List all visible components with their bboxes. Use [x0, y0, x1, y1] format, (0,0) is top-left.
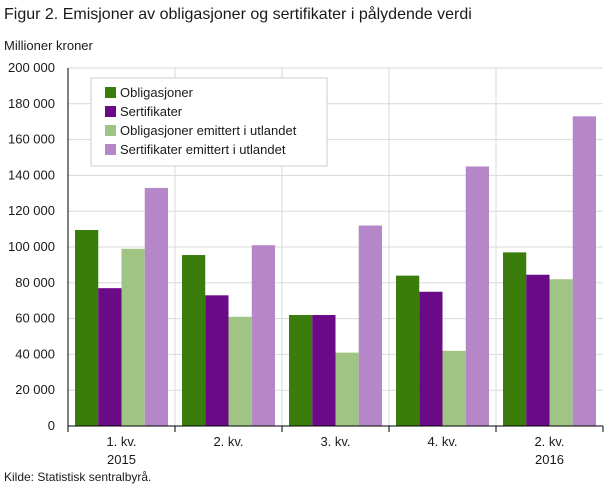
bar [75, 229, 99, 426]
y-tick-label: 0 [48, 418, 55, 433]
bar [465, 166, 489, 426]
y-tick-label: 160 000 [8, 132, 55, 147]
legend-box [90, 77, 328, 167]
legend-label: Sertifikater emittert i utlandet [120, 142, 286, 157]
bar [228, 316, 252, 426]
x-tick-year-label: 2016 [535, 452, 564, 467]
x-tick-label: 1. kv. [106, 434, 136, 449]
legend-label: Obligasjoner emittert i utlandet [120, 123, 297, 138]
bar [121, 248, 145, 426]
x-tick-label: 3. kv. [320, 434, 350, 449]
source-note: Kilde: Statistisk sentralbyrå. [4, 470, 152, 484]
y-axis-label: Millioner kroner [4, 38, 93, 53]
x-tick-label: 4. kv. [427, 434, 457, 449]
x-tick-year-label: 2015 [107, 452, 136, 467]
y-tick-label: 40 000 [15, 346, 55, 361]
bar [549, 279, 573, 426]
y-tick-label: 60 000 [15, 311, 55, 326]
x-tick-label: 2. kv. [534, 434, 564, 449]
bar [289, 315, 313, 426]
bar [98, 288, 122, 426]
bar [144, 187, 168, 426]
bar [526, 274, 550, 426]
bar [396, 275, 420, 426]
y-tick-label: 140 000 [8, 167, 55, 182]
bar [205, 295, 229, 426]
bar [182, 255, 206, 426]
legend-swatch [105, 125, 116, 136]
bar [335, 352, 359, 426]
x-tick-label: 2. kv. [213, 434, 243, 449]
y-tick-label: 100 000 [8, 239, 55, 254]
legend-swatch [105, 87, 116, 98]
legend-label: Sertifikater [120, 104, 183, 119]
legend-swatch [105, 106, 116, 117]
y-tick-label: 180 000 [8, 96, 55, 111]
bar [251, 245, 275, 426]
legend-label: Obligasjoner [120, 85, 194, 100]
y-tick-label: 20 000 [15, 382, 55, 397]
bar [358, 225, 382, 426]
bar [419, 291, 443, 426]
y-tick-label: 200 000 [8, 60, 55, 75]
bar [442, 350, 466, 426]
legend-swatch [105, 144, 116, 155]
bar [312, 315, 336, 426]
bar [572, 116, 596, 426]
y-tick-label: 80 000 [15, 275, 55, 290]
bar [503, 252, 527, 426]
chart-title: Figur 2. Emisjoner av obligasjoner og se… [4, 6, 472, 23]
y-tick-label: 120 000 [8, 203, 55, 218]
